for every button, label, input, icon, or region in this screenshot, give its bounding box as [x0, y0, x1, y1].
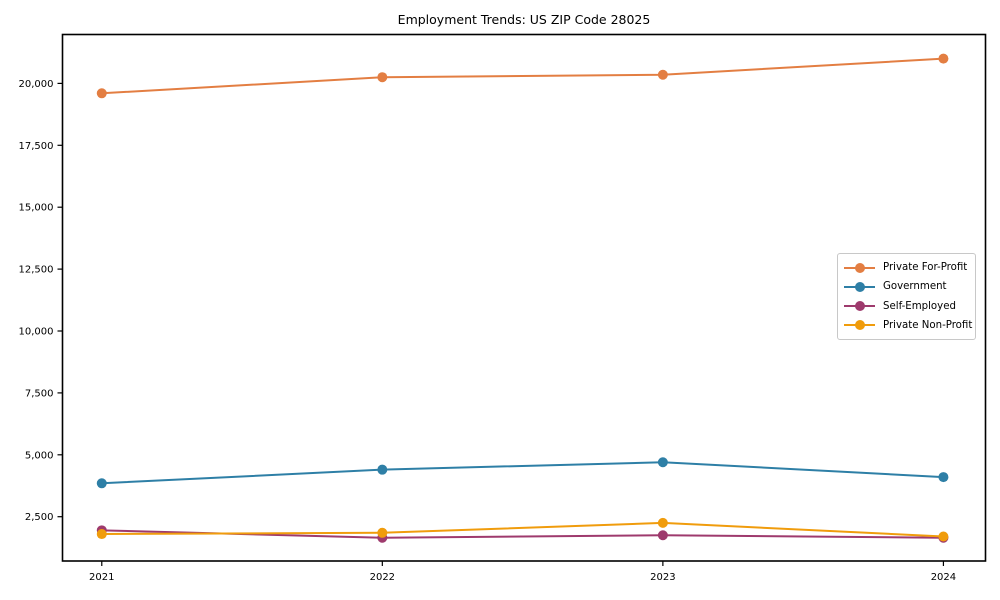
plot-border [61, 33, 987, 562]
data-point-private-for-profit-2022 [377, 72, 388, 83]
y-axis-tick-label: 15,000 [19, 203, 54, 214]
data-point-government-2021 [96, 478, 107, 489]
y-axis-tick-label: 2,500 [25, 512, 54, 523]
y-axis-tick-label: 17,500 [19, 141, 54, 152]
data-point-government-2023 [657, 457, 668, 468]
legend: Private For-Profit Government Self-Emplo… [837, 253, 976, 340]
data-point-private-non-profit-2021 [96, 529, 107, 540]
data-point-government-2022 [377, 464, 388, 475]
data-point-self-employed-2023 [657, 530, 668, 541]
series-line-government [101, 461, 944, 485]
series-line-private-for-profit [101, 57, 944, 95]
x-axis-tick-label: 2023 [650, 572, 675, 583]
legend-marker-government [844, 281, 875, 292]
data-point-private-for-profit-2021 [96, 88, 107, 99]
data-point-private-non-profit-2022 [377, 527, 388, 538]
data-point-government-2024 [938, 472, 949, 483]
y-axis-tick-label: 7,500 [25, 388, 54, 399]
x-axis-tick-label: 2021 [89, 572, 114, 583]
legend-dot-sample [854, 301, 865, 312]
legend-label: Private Non-Profit [883, 319, 973, 331]
x-axis-tick-label: 2024 [931, 572, 956, 583]
data-point-private-for-profit-2024 [938, 53, 949, 64]
data-point-private-non-profit-2023 [657, 517, 668, 528]
y-axis-tick-label: 5,000 [25, 450, 54, 461]
y-axis-tick-label: 12,500 [19, 265, 54, 276]
legend-label: Government [883, 281, 947, 293]
data-point-private-for-profit-2023 [657, 69, 668, 80]
legend-dot-sample [854, 320, 865, 331]
legend-item-government: Government [844, 277, 969, 296]
legend-dot-sample [854, 281, 865, 292]
legend-label: Self-Employed [883, 300, 956, 312]
legend-marker-private-for-profit [844, 262, 875, 273]
legend-marker-private-non-profit [844, 320, 875, 331]
legend-item-private-for-profit: Private For-Profit [844, 258, 969, 277]
x-axis-tick-label: 2022 [370, 572, 395, 583]
legend-dot-sample [854, 262, 865, 273]
chart-title: Employment Trends: US ZIP Code 28025 [397, 12, 651, 27]
series-line-private-non-profit [101, 521, 944, 538]
y-axis-tick-label: 20,000 [19, 79, 54, 90]
y-axis-tick-label: 10,000 [19, 327, 54, 338]
legend-item-self-employed: Self-Employed [844, 297, 969, 316]
legend-label: Private For-Profit [883, 262, 968, 274]
legend-marker-self-employed [844, 301, 875, 312]
legend-item-private-non-profit: Private Non-Profit [844, 316, 973, 335]
data-point-private-non-profit-2024 [938, 531, 949, 542]
